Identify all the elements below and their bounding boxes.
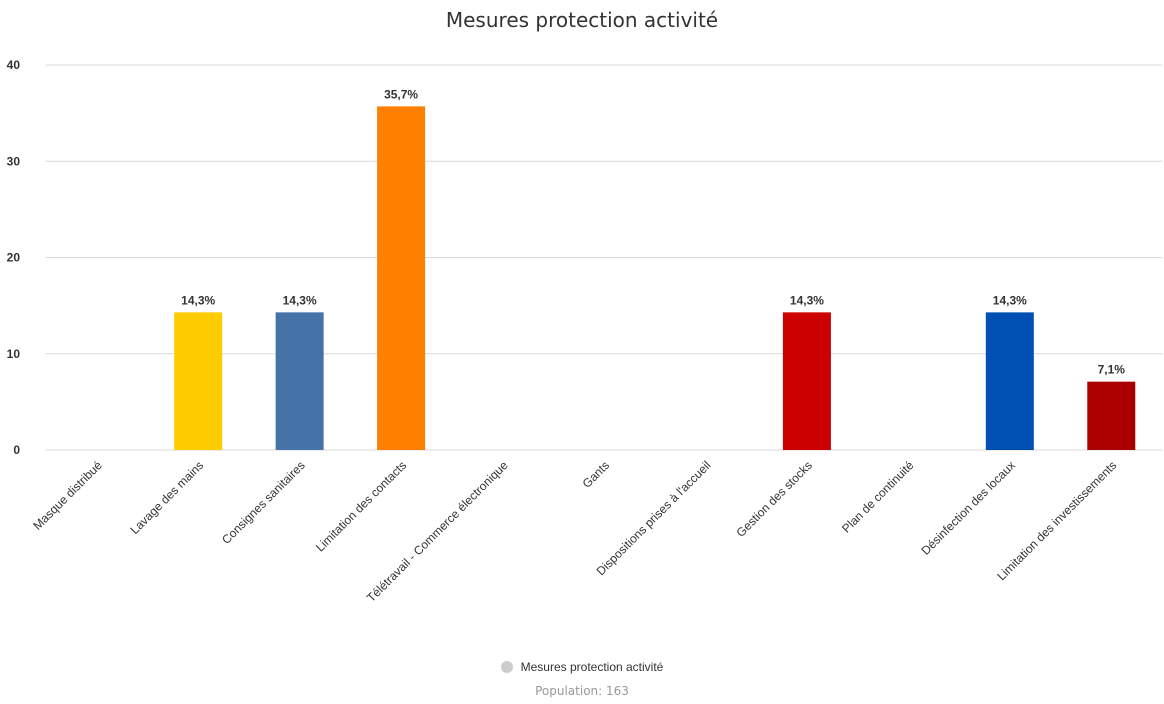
legend-subtitle: Population: 163 (535, 684, 629, 698)
x-category-label: Consignes sanitaires (219, 458, 308, 547)
data-label: 14,3% (993, 293, 1027, 307)
legend-marker-icon (500, 661, 513, 673)
x-category-label: Lavage des mains (128, 458, 207, 537)
data-label: 14,3% (790, 293, 824, 307)
y-tick-label: 30 (7, 154, 21, 168)
gridlines (46, 64, 1162, 451)
x-category-label: Plan de continuité (839, 458, 917, 536)
data-label: 35,7% (384, 87, 418, 101)
x-axis-categories: Masque distribué Lavage des mains Consigne… (30, 458, 1119, 605)
bar[interactable] (985, 312, 1034, 450)
bar[interactable] (275, 312, 324, 450)
legend-label: Mesures protection activité (520, 660, 664, 674)
y-axis-ticks: 0 10 20 30 40 (7, 58, 21, 457)
y-tick-label: 10 (7, 347, 21, 361)
bar[interactable] (782, 312, 831, 450)
bar[interactable] (377, 106, 426, 450)
y-tick-label: 40 (7, 58, 21, 72)
x-category-label: Gestion des stocks (733, 458, 815, 540)
data-label: 7,1% (1098, 363, 1126, 377)
x-category-label: Masque distribué (30, 458, 105, 533)
x-category-label: Gants (580, 458, 613, 491)
y-tick-label: 20 (7, 251, 21, 265)
x-category-label: Dispositions prises à l'accueil (594, 458, 714, 578)
x-category-label: Désinfection des locaux (918, 458, 1018, 558)
y-tick-label: 0 (13, 443, 20, 457)
bar[interactable] (174, 312, 223, 450)
data-labels: 14,3% 14,3% 35,7% 14,3% 14,3% 7,1% (181, 87, 1125, 376)
legend-item[interactable]: Mesures protection activité (500, 660, 664, 674)
data-label: 14,3% (283, 293, 317, 307)
bar[interactable] (1087, 381, 1136, 450)
data-label: 14,3% (181, 293, 215, 307)
bars (174, 106, 1136, 450)
chart-title: Mesures protection activité (445, 8, 719, 32)
x-category-label: Limitation des investissements (994, 458, 1119, 583)
x-category-label: Limitation des contacts (313, 458, 409, 554)
legend: Mesures protection activité Population: … (0, 660, 1164, 698)
